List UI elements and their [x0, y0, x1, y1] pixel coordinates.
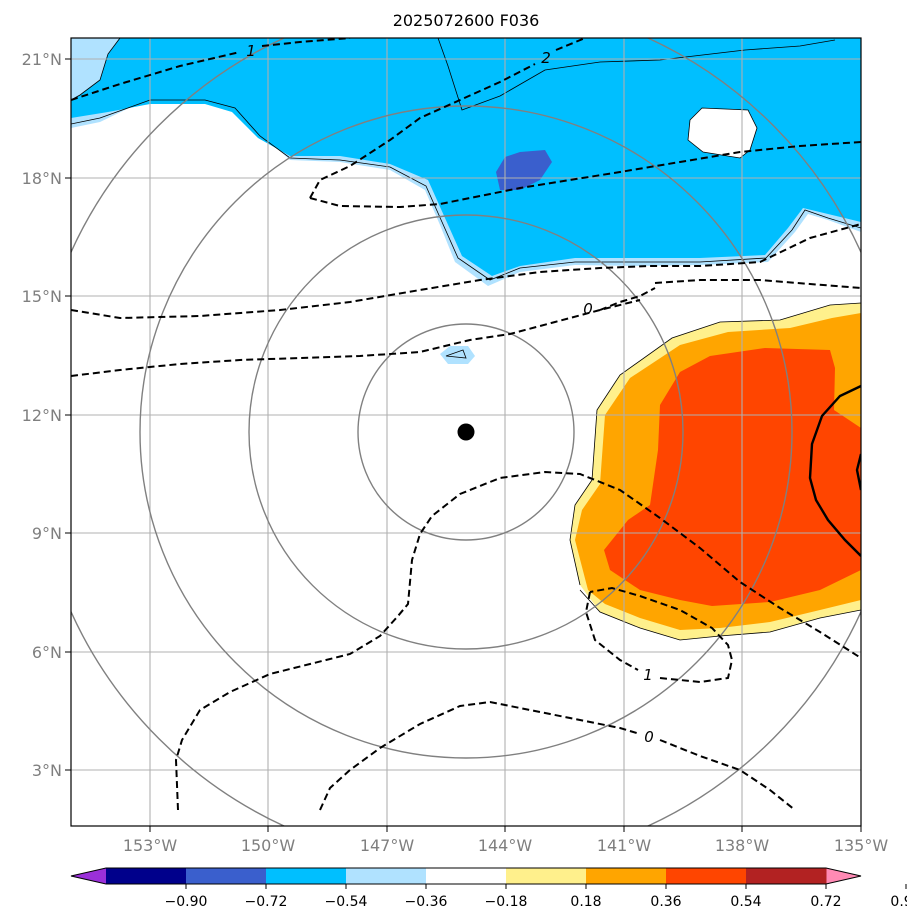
contour-line-2c — [309, 141, 861, 209]
contour-label-0-south: 0 — [644, 728, 654, 746]
contour-line-south — [174, 470, 861, 811]
lon-label: 153°W — [123, 836, 178, 855]
colorbar-extend-low — [71, 868, 106, 884]
colorbar-cell — [746, 868, 827, 884]
colorbar-tick-label: 0.36 — [650, 894, 681, 910]
lon-label: 135°W — [834, 836, 889, 855]
lat-label: 18°N — [22, 169, 62, 188]
colorbar-cell — [266, 868, 347, 884]
colorbar-extend-high — [826, 868, 861, 884]
colorbar-tick-label: 0.18 — [570, 894, 601, 910]
contour-line-2 — [309, 63, 536, 199]
lon-label: 150°W — [241, 836, 296, 855]
colorbar-tick-label: −0.54 — [325, 894, 368, 910]
map-frame — [70, 37, 862, 827]
colorbar-cell — [506, 868, 587, 884]
lon-label: 144°W — [478, 836, 533, 855]
colorbar-tick-label: 0.54 — [730, 894, 761, 910]
colorbar: −0.90 −0.72 −0.54 −0.36 −0.18 0.18 0.36 0.54 0.7… — [70, 867, 907, 910]
axis-ticks — [65, 58, 862, 832]
colorbar-cell — [186, 868, 267, 884]
contour-line-0-south — [319, 700, 641, 811]
colorbar-cell — [106, 868, 187, 884]
contour-line-1-loop-b — [589, 586, 734, 684]
colorbar-outline — [70, 867, 862, 885]
solid-contour — [808, 384, 861, 557]
colorbar-cell — [586, 868, 667, 884]
contour-line-0-upper — [599, 287, 656, 311]
contour-line-1a — [71, 51, 241, 101]
contour-label-2: 2 — [541, 49, 551, 67]
dashed-contours — [71, 38, 861, 811]
colorbar-tick-label: −0.18 — [485, 894, 528, 910]
negative-patch-small — [440, 346, 475, 364]
negative-region-dark — [496, 150, 552, 190]
lat-label: 21°N — [22, 50, 62, 69]
negative-patch-outline — [445, 349, 467, 359]
range-ring-1 — [357, 323, 575, 541]
contour-line-1b — [261, 38, 351, 47]
colorbar-tick-label: −0.72 — [245, 894, 288, 910]
figure-title: 2025072600 F036 — [393, 11, 540, 30]
lon-labels: 153°W 150°W 147°W 144°W 141°W 138°W 135°… — [123, 836, 889, 855]
contour-line-0-south-b — [659, 739, 796, 811]
colorbar-tick-label: −0.36 — [405, 894, 448, 910]
lat-label: 15°N — [22, 287, 62, 306]
colorbar-cell — [426, 868, 507, 884]
contour-line-0a — [71, 223, 861, 320]
lon-label: 141°W — [597, 836, 652, 855]
lat-label: 12°N — [22, 406, 62, 425]
lat-label: 3°N — [32, 761, 62, 780]
graticule — [71, 38, 861, 826]
positive-region-red — [604, 348, 861, 606]
contour-label-0-north: 0 — [583, 300, 593, 318]
colorbar-tick-label: 0.90 — [890, 894, 907, 910]
range-ring-2 — [248, 214, 684, 650]
map-panel: 1 2 0 1 0 — [71, 38, 861, 826]
contour-label-1-south: 1 — [643, 666, 653, 684]
lat-labels: 21°N 18°N 15°N 12°N 9°N 6°N 3°N — [22, 50, 62, 780]
lon-label: 147°W — [360, 836, 415, 855]
contour-line-0b — [654, 279, 861, 289]
positive-region-outline — [569, 302, 861, 641]
lat-label: 6°N — [32, 643, 62, 662]
contour-line-2b — [555, 38, 588, 51]
contour-line-15n — [71, 299, 641, 377]
range-ring-3 — [139, 105, 793, 759]
contour-line-1-loop — [584, 591, 639, 671]
colorbar-cell — [346, 868, 427, 884]
lon-label: 138°W — [715, 836, 770, 855]
contour-label-1: 1 — [246, 42, 256, 60]
storm-center-marker — [457, 423, 475, 441]
colorbar-cell — [666, 868, 747, 884]
negative-region-outline — [71, 38, 861, 281]
range-rings — [71, 38, 861, 826]
colorbar-tick-label: −0.90 — [165, 894, 208, 910]
colorbar-tick-label: 0.72 — [810, 894, 841, 910]
lat-label: 9°N — [32, 524, 62, 543]
